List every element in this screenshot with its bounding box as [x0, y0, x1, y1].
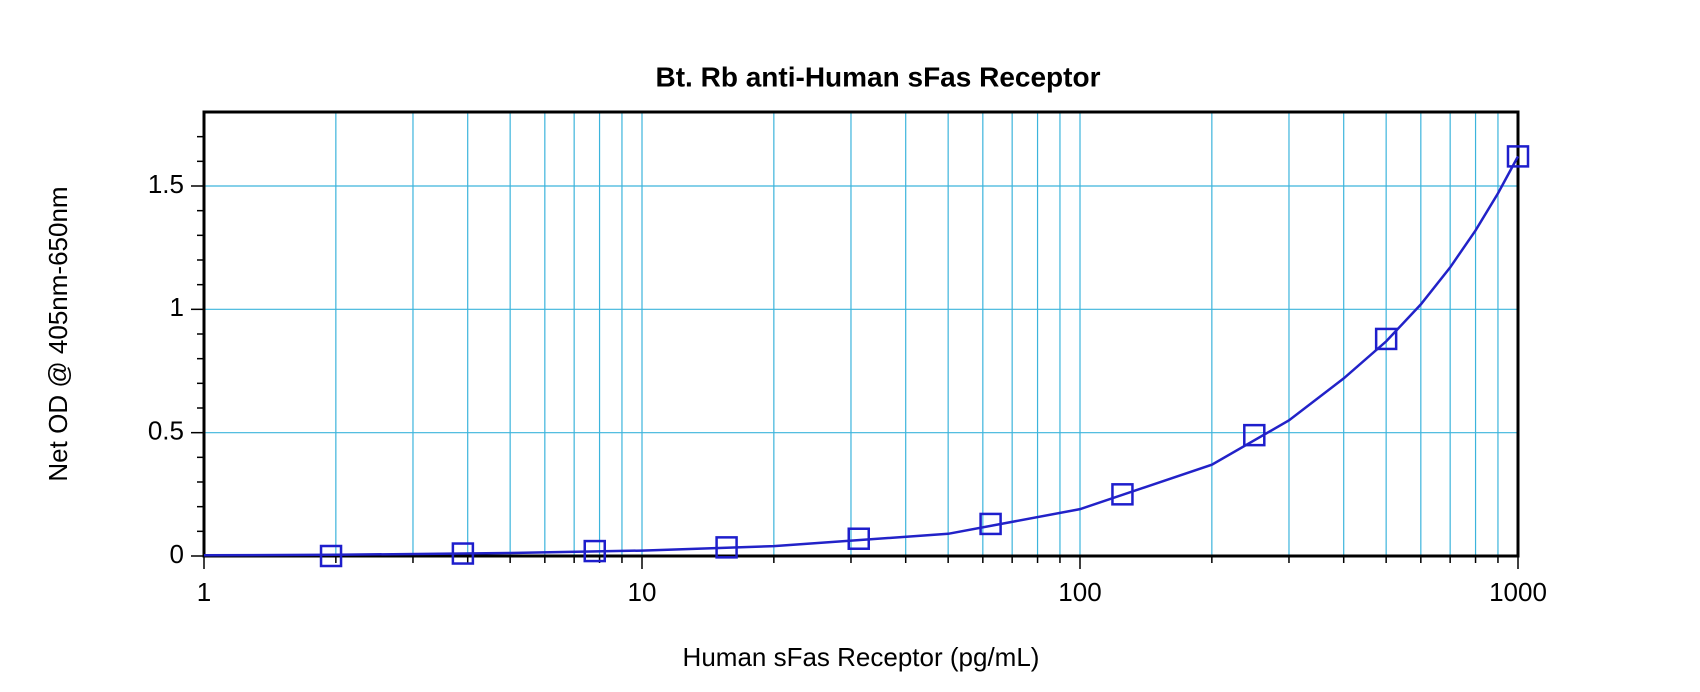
x-tick-label: 100 [1058, 577, 1101, 607]
data-point [1506, 145, 1530, 168]
chart-title: Bt. Rb anti-Human sFas Receptor [656, 61, 1101, 92]
y-tick-label: 1.5 [148, 169, 184, 199]
x-tick-label: 10 [628, 577, 657, 607]
data-point [1374, 327, 1398, 351]
x-tick-label: 1 [197, 577, 211, 607]
y-axis-label: Net OD @ 405nm-650nm [43, 186, 73, 481]
x-axis-label: Human sFas Receptor (pg/mL) [683, 642, 1040, 672]
fit-curve [203, 155, 1520, 557]
plot-frame [202, 110, 1520, 558]
y-tick-label: 0.5 [148, 416, 184, 446]
x-tick-label: 1000 [1489, 577, 1547, 607]
data-point [1111, 483, 1134, 506]
y-tick-label: 1 [170, 292, 184, 322]
y-tick-label: 0 [170, 539, 184, 569]
